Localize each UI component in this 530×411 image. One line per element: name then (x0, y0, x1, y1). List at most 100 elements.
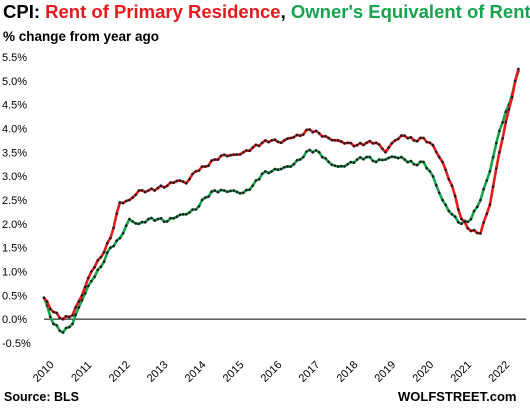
data-point (121, 232, 125, 235)
data-point (188, 177, 191, 181)
data-point (513, 79, 517, 83)
data-point (137, 189, 141, 192)
data-point (330, 163, 334, 166)
data-point (140, 189, 144, 192)
data-point (257, 144, 261, 148)
data-point (340, 164, 343, 168)
data-point (425, 166, 429, 170)
data-point (371, 142, 375, 145)
data-point (283, 139, 286, 142)
data-point (450, 213, 454, 216)
data-point (279, 167, 283, 171)
data-point (235, 190, 239, 194)
data-point (457, 208, 460, 211)
data-point (438, 155, 441, 159)
data-point (74, 313, 77, 317)
data-point (340, 140, 343, 143)
data-point (324, 134, 327, 138)
data-point (55, 324, 58, 327)
data-point (83, 285, 87, 289)
data-point (188, 211, 191, 214)
data-point (495, 141, 498, 145)
data-point (457, 221, 460, 224)
data-point (140, 220, 144, 224)
data-point (181, 180, 185, 183)
data-point (400, 155, 403, 159)
data-point (254, 143, 258, 147)
y-tick-label: 0.0% (2, 314, 27, 326)
data-point (245, 149, 248, 152)
data-point (428, 141, 432, 144)
data-point (248, 188, 251, 191)
data-point (517, 67, 520, 71)
data-point (387, 146, 391, 149)
data-point (162, 186, 166, 189)
data-point (472, 228, 476, 232)
data-point (68, 315, 71, 319)
data-point (109, 236, 112, 240)
data-point (207, 195, 210, 198)
data-point (396, 137, 400, 141)
data-point (270, 139, 274, 142)
data-point (80, 294, 84, 297)
data-point (102, 260, 106, 264)
data-point (460, 217, 463, 221)
data-point (175, 179, 179, 183)
data-point (178, 179, 182, 182)
data-point (273, 167, 277, 171)
data-point (333, 139, 337, 142)
data-point (229, 153, 232, 157)
data-point (77, 300, 81, 303)
data-point (374, 160, 378, 164)
data-point (384, 158, 387, 161)
data-point (431, 174, 435, 178)
data-point (498, 151, 501, 154)
data-point (482, 221, 485, 224)
data-point (194, 170, 198, 173)
data-point (504, 120, 508, 124)
data-point (118, 236, 122, 240)
data-point (308, 148, 312, 152)
data-point (428, 170, 432, 173)
data-point (143, 221, 147, 224)
data-point (169, 216, 172, 220)
data-point (166, 184, 169, 187)
data-point (501, 137, 504, 140)
data-point (87, 276, 90, 280)
data-point (476, 231, 479, 235)
data-point (99, 265, 103, 269)
data-point (289, 165, 293, 168)
title-separator: , (280, 1, 291, 22)
data-point (80, 298, 84, 302)
chart-title: CPI: Rent of Primary Residence, Owner's … (3, 1, 530, 23)
data-point (384, 151, 387, 154)
data-point (267, 140, 270, 144)
x-tick-label: 2015 (221, 359, 247, 385)
data-point (58, 329, 62, 333)
data-point (49, 315, 52, 319)
data-point (238, 153, 242, 156)
data-point (204, 165, 207, 168)
data-point (64, 326, 68, 330)
data-point (219, 154, 223, 158)
data-point (223, 189, 226, 192)
data-point (390, 155, 394, 158)
data-point (156, 186, 160, 190)
data-point (419, 160, 422, 163)
y-tick-label: -0.5% (2, 338, 31, 350)
data-point (501, 121, 504, 124)
data-point (254, 179, 258, 182)
data-point (327, 160, 330, 164)
data-point (321, 135, 324, 138)
data-point (273, 138, 277, 141)
data-point (469, 217, 473, 221)
data-point (365, 141, 368, 145)
data-point (295, 133, 299, 137)
data-point (226, 154, 229, 158)
data-point (286, 165, 289, 168)
data-point (453, 215, 457, 218)
data-point (99, 255, 103, 259)
data-point (349, 141, 353, 145)
data-point (242, 191, 245, 195)
